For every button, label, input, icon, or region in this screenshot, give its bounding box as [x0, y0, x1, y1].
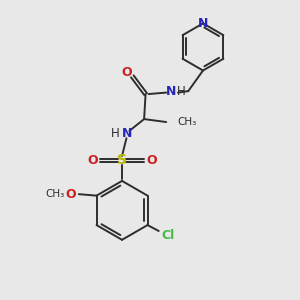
Text: N: N: [198, 17, 208, 30]
Text: CH₃: CH₃: [177, 117, 196, 127]
Text: Cl: Cl: [161, 229, 174, 242]
Text: H: H: [176, 85, 185, 98]
Text: H: H: [111, 127, 120, 140]
Text: O: O: [122, 66, 132, 80]
Text: O: O: [87, 154, 98, 167]
Text: O: O: [146, 154, 157, 167]
Text: N: N: [122, 127, 132, 140]
Text: O: O: [66, 188, 76, 201]
Text: CH₃: CH₃: [46, 189, 65, 199]
Text: S: S: [117, 153, 127, 167]
Text: N: N: [165, 85, 176, 98]
